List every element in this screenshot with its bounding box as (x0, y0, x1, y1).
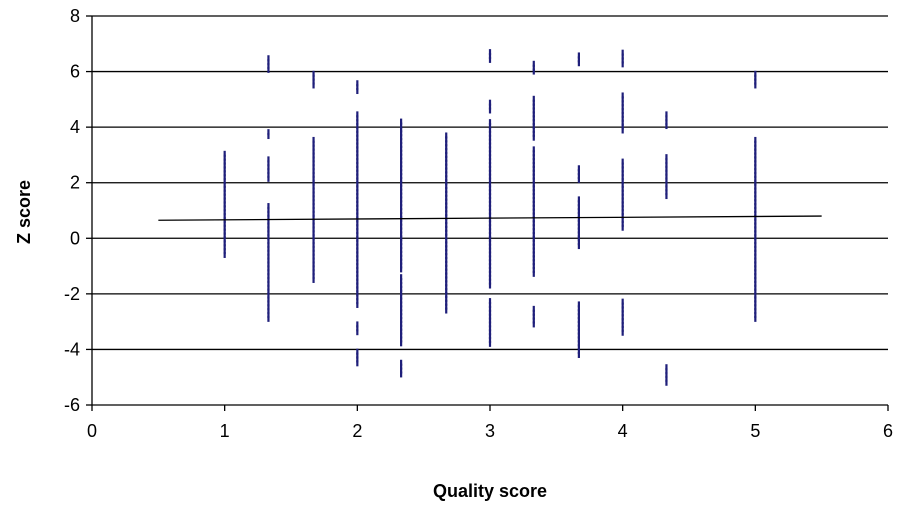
y-tick-label: -4 (64, 339, 80, 359)
x-tick-label: 1 (220, 421, 230, 441)
x-axis-title: Quality score (433, 481, 547, 501)
y-tick-label: 4 (70, 117, 80, 137)
y-axis-title: Z score (14, 180, 34, 244)
x-tick-label: 2 (352, 421, 362, 441)
y-tick-label: -2 (64, 284, 80, 304)
y-tick-label: 8 (70, 6, 80, 26)
y-tick-label: -6 (64, 395, 80, 415)
y-tick-label: 2 (70, 173, 80, 193)
x-tick-label: 5 (750, 421, 760, 441)
tick-labels: 0 1 2 3 4 5 6 -6 -4 -2 0 2 4 6 8 (64, 6, 893, 441)
x-tick-label: 6 (883, 421, 893, 441)
axes (86, 15, 889, 411)
x-tick-label: 0 (87, 421, 97, 441)
trendline-layer (158, 215, 822, 221)
x-tick-label: 4 (618, 421, 628, 441)
y-tick-label: 0 (70, 228, 80, 248)
x-tick-label: 3 (485, 421, 495, 441)
y-tick-label: 6 (70, 62, 80, 82)
trendline (158, 215, 822, 221)
data-points (223, 49, 757, 386)
